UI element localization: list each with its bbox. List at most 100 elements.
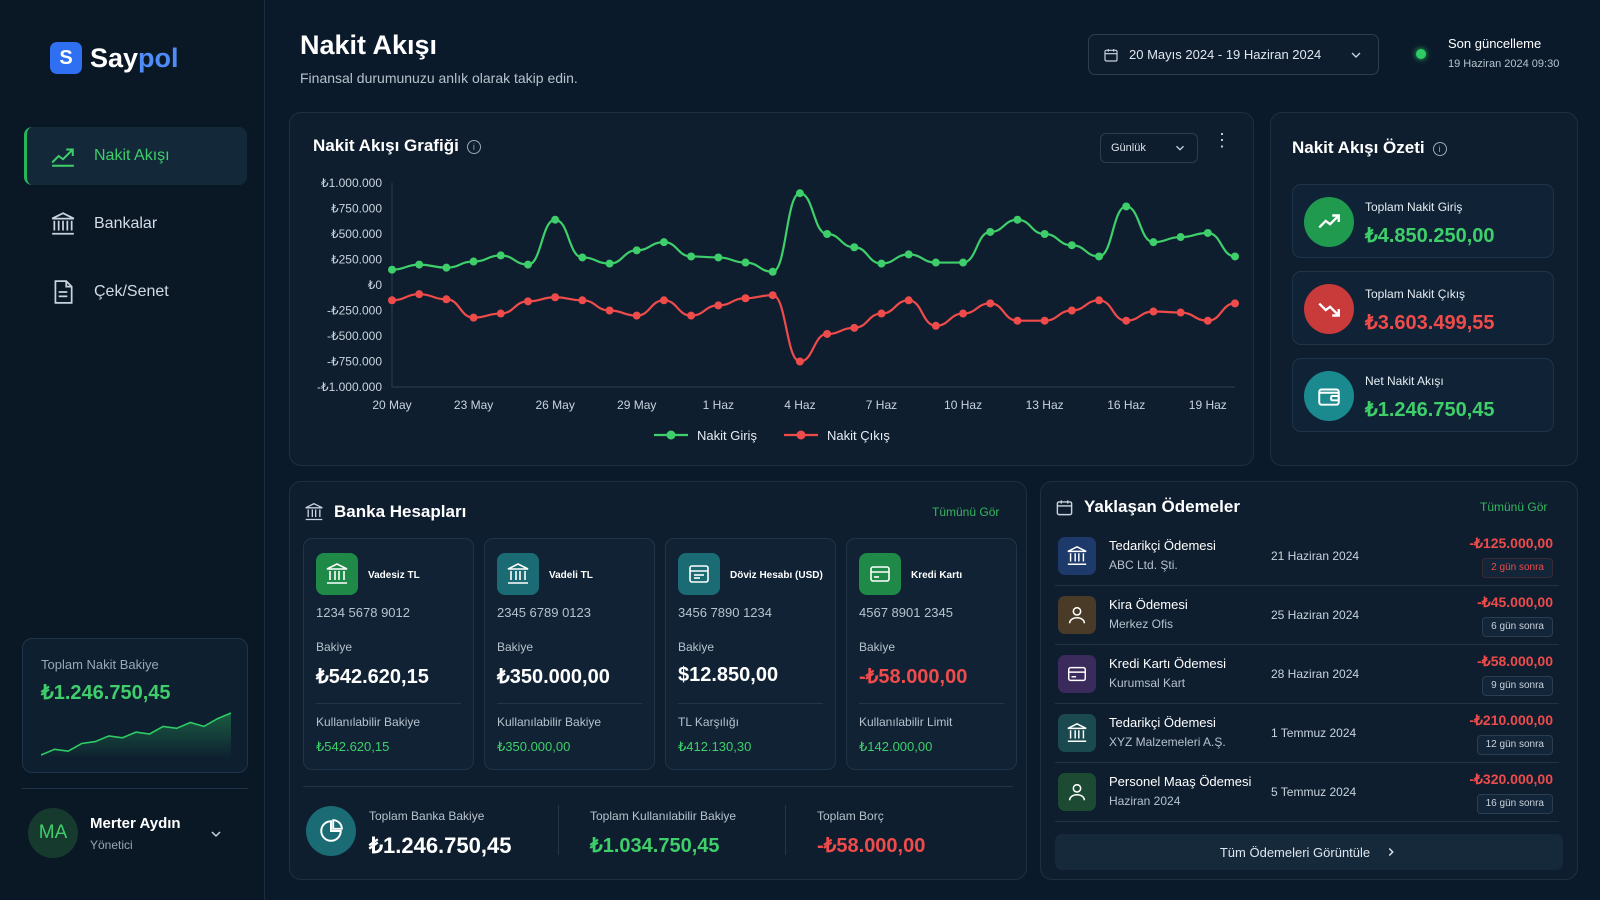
bank-card-vadesiz[interactable]: Vadesiz TL 1234 5678 9012 Bakiye ₺542.62… [303,538,474,770]
total-available-balance: Toplam Kullanılabilir Bakiye ₺1.034.750,… [590,809,736,858]
payment-row[interactable]: Kira Ödemesi Merkez Ofis 25 Haziran 2024… [1055,586,1559,645]
account-name: Vadesiz TL [368,570,420,581]
payment-payee: Merkez Ofis [1109,617,1174,631]
series-line-outflow [391,293,1236,363]
bank-panel-title: Banka Hesapları [334,502,467,521]
sidebar-item-label: Bankalar [94,215,158,232]
bank-card-vadeli[interactable]: Vadeli TL 2345 6789 0123 Bakiye ₺350.000… [484,538,655,770]
y-tick-label: -₺250.000 [327,304,382,318]
summary-label: Net Nakit Akışı [1365,374,1444,388]
data-point [551,215,560,224]
bank-panel-header: Banka Hesapları [304,502,466,522]
total-cash-balance-card: Toplam Nakit Bakiye ₺1.246.750,45 [22,638,248,773]
sidebar-item-label: Çek/Senet [94,283,169,300]
sidebar-nav: Nakit Akışı Bankalar Çek/Senet [24,127,247,331]
data-point [632,246,641,255]
legend-marker [796,430,806,440]
available-label: Kullanılabilir Bakiye [497,715,602,729]
data-point [986,299,995,308]
bank-icon [51,212,75,235]
payment-payee: ABC Ltd. Şti. [1109,558,1178,572]
data-point [1122,202,1131,211]
more-options-icon[interactable]: ⋮ [1213,130,1231,150]
chevron-down-icon [1176,145,1184,151]
chevron-down-icon[interactable] [208,826,224,842]
account-number: 1234 5678 9012 [316,605,410,620]
tl-equivalent-value: ₺412.130,30 [678,739,752,754]
payment-row[interactable]: Tedarikçi Ödemesi ABC Ltd. Şti. 21 Hazir… [1055,527,1559,586]
payment-payee: Kurumsal Kart [1109,676,1186,690]
data-point [687,252,696,261]
payment-row[interactable]: Tedarikçi Ödemesi XYZ Malzemeleri A.Ş. 1… [1055,704,1559,763]
payment-row[interactable]: Kredi Kartı Ödemesi Kurumsal Kart 28 Haz… [1055,645,1559,704]
payment-due-badge: 9 gün sonra [1482,676,1553,696]
data-point [714,253,723,262]
divider [859,703,1004,704]
sidebar-item-cek-senet[interactable]: Çek/Senet [24,263,247,321]
user-role: Yönetici [90,837,133,852]
data-point [1040,230,1049,238]
data-point [1067,306,1076,315]
cash-flow-chart-panel [289,112,1254,466]
sidebar-divider [22,788,248,789]
sidebar-item-bankalar[interactable]: Bankalar [24,195,247,253]
payment-row[interactable]: Personel Maaş Ödemesi Haziran 2024 5 Tem… [1055,763,1559,822]
available-limit-value: ₺142.000,00 [859,739,933,754]
bank-card-kredi-karti[interactable]: Kredi Kartı 4567 8901 2345 Bakiye -₺58.0… [846,538,1017,770]
payments-see-all-link[interactable]: Tümünü Gör [1480,500,1548,514]
summary-value: ₺3.603.499,55 [1365,312,1495,334]
data-point [1176,233,1185,242]
payment-payee: Haziran 2024 [1109,794,1181,808]
y-tick-label: ₺0 [368,278,383,292]
info-icon[interactable]: i [466,139,481,154]
total-debt-label: Toplam Borç [817,809,884,823]
data-point [1203,316,1212,325]
avatar: MA [28,808,78,858]
available-value: ₺350.000,00 [497,739,571,754]
trend-down-icon [1304,284,1354,334]
data-point [877,309,886,318]
data-point [1067,241,1076,250]
date-range-picker[interactable]: 20 Mayıs 2024 - 19 Haziran 2024 [1088,34,1379,75]
account-number: 4567 8901 2345 [859,605,953,620]
data-point [1231,299,1239,308]
balance-label: Bakiye [678,640,715,654]
info-icon[interactable]: i [1432,141,1447,156]
bank-icon [1058,537,1096,575]
y-tick-label: -₺500.000 [327,329,382,343]
sidebar-item-label: Nakit Akışı [94,147,170,164]
brand-name-part2: pol [138,42,179,73]
brand-logo[interactable]: S Saypol [50,42,179,74]
data-point [850,323,859,332]
bank-totals-divider [303,786,1013,787]
data-point [850,243,859,252]
data-point [659,238,668,247]
payment-date: 21 Haziran 2024 [1271,549,1360,563]
data-point [1149,307,1158,316]
summary-value: ₺4.850.250,00 [1365,225,1495,247]
payment-title: Kira Ödemesi [1109,597,1188,612]
data-point [659,296,668,305]
period-select-value: Günlük [1111,142,1146,154]
data-point [442,295,451,304]
data-point [931,321,940,330]
period-select[interactable]: Günlük [1100,133,1198,163]
summary-label: Toplam Nakit Çıkış [1365,287,1466,301]
account-name: Kredi Kartı [911,570,963,581]
user-menu[interactable]: MA Merter Aydın Yönetici [28,808,228,858]
bank-see-all-link[interactable]: Tümünü Gör [932,505,1000,519]
data-point [986,227,995,236]
bank-card-doviz[interactable]: Döviz Hesabı (USD) 3456 7890 1234 Bakiye… [665,538,836,770]
user-icon [1058,773,1096,811]
calendar-icon [1056,499,1073,515]
x-tick-label: 19 Haz [1189,398,1227,412]
balance-label: Bakiye [859,640,896,654]
view-all-payments-button[interactable]: Tüm Ödemeleri Görüntüle [1055,834,1563,870]
y-tick-label: ₺500.000 [331,227,382,241]
data-point [1095,296,1104,305]
payment-date: 25 Haziran 2024 [1271,608,1360,622]
data-point [632,311,641,320]
account-name: Döviz Hesabı (USD) [730,570,823,581]
data-point [877,259,886,268]
sidebar-item-nakit-akisi[interactable]: Nakit Akışı [24,127,247,185]
